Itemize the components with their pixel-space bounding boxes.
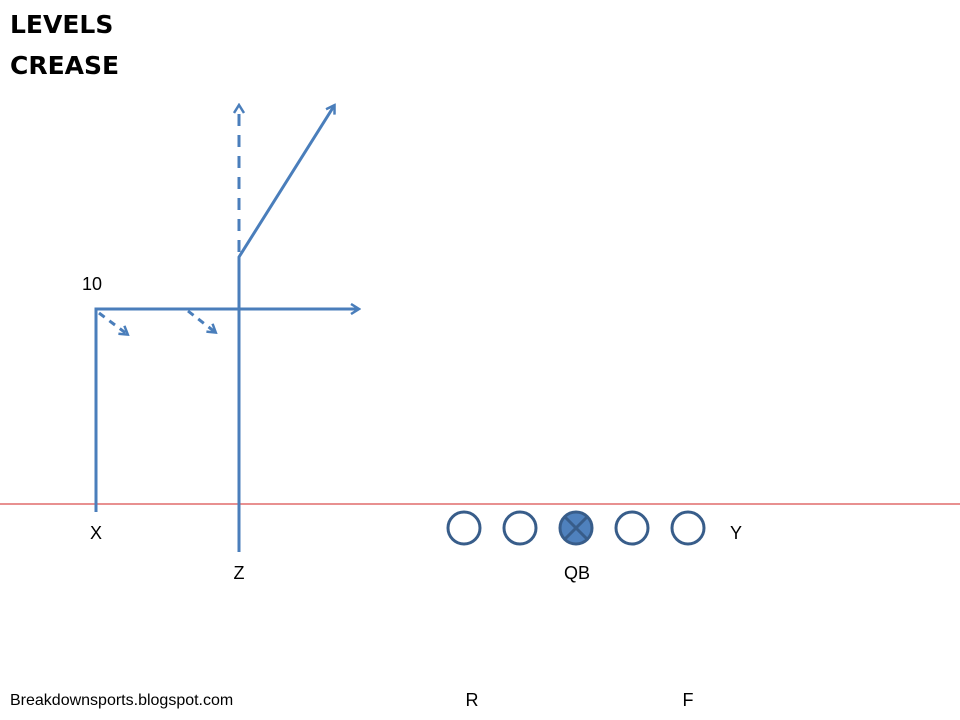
lineman-right-tackle — [670, 510, 706, 546]
lineman-right-guard — [614, 510, 650, 546]
lineman-left-guard — [502, 510, 538, 546]
x-route-option-1 — [98, 311, 127, 334]
play-title-levels: LEVELS — [10, 10, 114, 39]
z-route-corner — [237, 106, 334, 552]
play-title-crease: CREASE — [10, 51, 120, 80]
x-route-dig — [94, 309, 358, 512]
x-route-option-2 — [187, 309, 215, 332]
player-z: Z — [233, 563, 245, 583]
player-r: R — [465, 690, 479, 710]
player-y: Y — [729, 523, 743, 543]
player-f: F — [682, 690, 694, 710]
player-x: X — [89, 523, 103, 543]
center-x-mark — [563, 515, 589, 541]
credit-text: Breakdownsports.blogspot.com — [10, 692, 234, 709]
player-qb: QB — [563, 563, 591, 583]
lineman-left-tackle — [446, 510, 482, 546]
depth-label: 10 — [81, 274, 103, 294]
